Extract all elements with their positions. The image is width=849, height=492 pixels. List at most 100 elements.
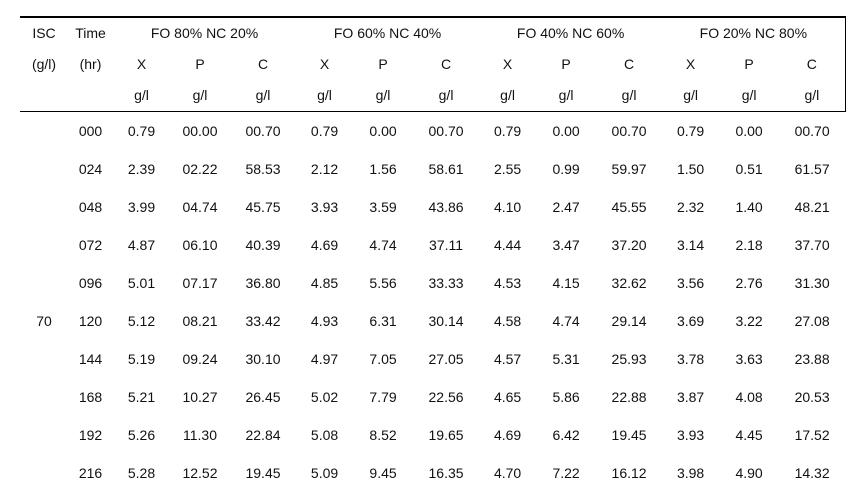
x-value-cell: 5.28 (127, 465, 156, 481)
group-header-fo60-nc40: FO 60% NC 40% (296, 16, 480, 48)
table-row: 192 5.26 11.30 22.84 5.08 8.52 19.65 4.69 6.42 19… (20, 416, 845, 454)
subcol-c: C (779, 48, 846, 79)
p-value-cell: 4.45 (735, 427, 763, 443)
p-value-cell: 00.00 (182, 123, 218, 139)
x-value-cell: 4.69 (310, 237, 339, 253)
p-value-cell: 06.10 (182, 237, 218, 253)
time-value-cell: 048 (78, 199, 103, 215)
c-value-cell: 16.35 (428, 465, 464, 481)
x-value-cell: 4.57 (493, 351, 522, 367)
c-value-cell: 30.14 (428, 313, 464, 329)
time-value-cell: 120 (78, 313, 103, 329)
c-value-cell: 19.45 (245, 465, 281, 481)
time-value-cell: 168 (78, 389, 103, 405)
subcol-x: X (319, 55, 330, 72)
x-value-cell: 3.98 (676, 465, 705, 481)
x-value-cell: 3.93 (310, 199, 339, 215)
p-value-cell: 04.74 (182, 199, 218, 215)
c-value-cell: 58.61 (428, 161, 464, 177)
group-header-fo20-nc80: FO 20% NC 80% (662, 16, 846, 48)
c-value-cell: 37.11 (429, 237, 464, 253)
fermentation-results-table: ISC Time FO 80% NC 20% FO 60% NC 40% FO … (20, 16, 846, 492)
c-value-cell: 33.42 (245, 313, 281, 329)
p-value-cell: 12.52 (182, 465, 218, 481)
c-value-cell: 19.45 (611, 427, 647, 443)
c-value-cell: 48.21 (794, 199, 830, 215)
x-value-cell: 4.87 (127, 237, 156, 253)
p-value-cell: 0.99 (552, 161, 580, 177)
c-value-cell: 45.55 (611, 199, 647, 215)
p-value-cell: 4.74 (369, 237, 397, 253)
p-value-cell: 6.31 (369, 313, 397, 329)
unit-cell: g/l (479, 79, 537, 112)
c-value-cell: 27.08 (794, 313, 830, 329)
p-value-cell: 11.30 (183, 427, 217, 443)
unit-cell: g/l (230, 79, 297, 112)
c-value-cell: 17.52 (794, 427, 830, 443)
unit-cell: g/l (596, 79, 663, 112)
unit-cell: g/l (413, 79, 480, 112)
p-value-cell: 4.74 (552, 313, 580, 329)
x-value-cell: 0.79 (127, 123, 156, 139)
p-value-cell: 0.51 (735, 161, 763, 177)
subcol-p: P (561, 55, 571, 72)
header-row-subcolumns: (g/l) (hr) X P C X P C X P C X P C (20, 48, 846, 79)
x-value-cell: 4.93 (310, 313, 339, 329)
x-value-cell: 3.69 (676, 313, 705, 329)
unit-cell: g/l (779, 79, 846, 112)
unit-cell: g/l (353, 79, 414, 112)
subcol-p: P (195, 55, 205, 72)
unit-cell: g/l (113, 79, 170, 112)
p-value-cell: 4.90 (735, 465, 763, 481)
isc-value-cell (20, 378, 68, 416)
x-value-cell: 4.44 (493, 237, 522, 253)
p-value-cell: 5.31 (552, 351, 580, 367)
isc-value-cell: 70 (36, 313, 52, 329)
subcol-c: C (440, 55, 452, 72)
subcol-x: X (136, 55, 147, 72)
table-row: 216 5.28 12.52 19.45 5.09 9.45 16.35 4.70 7.22 16… (20, 454, 845, 492)
c-value-cell: 37.20 (611, 237, 647, 253)
x-value-cell: 5.19 (127, 351, 156, 367)
x-value-cell: 4.10 (493, 199, 522, 215)
table-row: 072 4.87 06.10 40.39 4.69 4.74 37.11 4.44 3.47 37… (20, 226, 845, 264)
x-value-cell: 0.79 (493, 123, 522, 139)
c-value-cell: 29.14 (611, 313, 647, 329)
p-value-cell: 3.63 (735, 351, 763, 367)
p-value-cell: 0.00 (552, 123, 580, 139)
time-value-cell: 096 (78, 275, 103, 291)
table-row: 096 5.01 07.17 36.80 4.85 5.56 33.33 4.53 4.15 32… (20, 264, 845, 302)
x-value-cell: 2.39 (127, 161, 156, 177)
c-value-cell: 36.80 (245, 275, 281, 291)
p-value-cell: 0.00 (369, 123, 397, 139)
p-value-cell: 9.45 (369, 465, 397, 481)
c-value-cell: 32.62 (611, 275, 647, 291)
table-row: 168 5.21 10.27 26.45 5.02 7.79 22.56 4.65 5.86 22… (20, 378, 845, 416)
p-value-cell: 8.52 (369, 427, 397, 443)
p-value-cell: 7.22 (552, 465, 580, 481)
p-value-cell: 2.47 (552, 199, 580, 215)
time-unit-header: (hr) (79, 55, 102, 72)
p-value-cell: 10.27 (182, 389, 218, 405)
p-value-cell: 3.59 (369, 199, 397, 215)
unit-cell: g/l (296, 79, 354, 112)
x-value-cell: 5.21 (127, 389, 156, 405)
x-value-cell: 4.85 (310, 275, 339, 291)
x-value-cell: 4.69 (493, 427, 522, 443)
subcol-x: X (502, 55, 513, 72)
subcol-p: P (378, 55, 388, 72)
x-value-cell: 4.70 (493, 465, 522, 481)
p-value-cell: 2.76 (735, 275, 763, 291)
table-header: ISC Time FO 80% NC 20% FO 60% NC 40% FO … (20, 16, 846, 112)
c-value-cell: 16.12 (611, 465, 647, 481)
p-value-cell: 2.18 (735, 237, 763, 253)
isc-value-cell (20, 454, 68, 492)
c-value-cell: 00.70 (794, 123, 830, 139)
header-row-groups: ISC Time FO 80% NC 20% FO 60% NC 40% FO … (20, 16, 846, 48)
x-value-cell: 4.65 (493, 389, 522, 405)
isc-unit-header: (g/l) (31, 55, 57, 72)
isc-value-cell (20, 264, 68, 302)
isc-value-cell (20, 150, 68, 188)
table-row: 024 2.39 02.22 58.53 2.12 1.56 58.61 2.55 0.99 59… (20, 150, 845, 188)
c-value-cell: 22.84 (245, 427, 281, 443)
